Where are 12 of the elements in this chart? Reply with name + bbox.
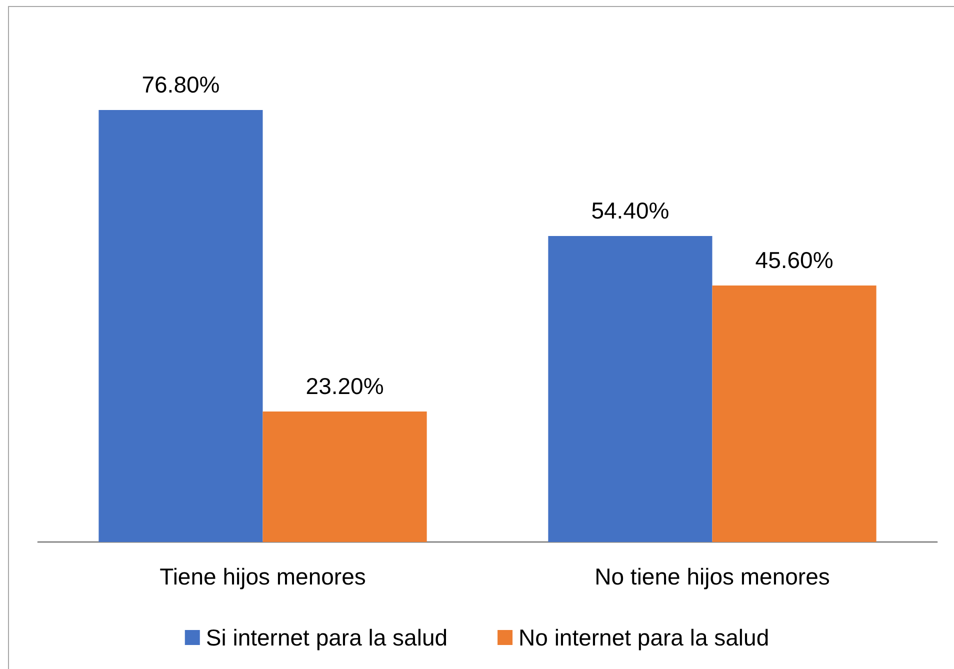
bar bbox=[262, 412, 427, 542]
data-label: 54.40% bbox=[591, 198, 670, 224]
x-tick-label: No tiene hijos menores bbox=[594, 564, 830, 590]
x-tick-label: Tiene hijos menores bbox=[160, 564, 366, 590]
bar bbox=[548, 236, 712, 542]
data-label: 76.80% bbox=[142, 72, 220, 98]
data-label: 45.60% bbox=[755, 247, 834, 273]
bar bbox=[712, 286, 876, 542]
legend-label: No internet para la salud bbox=[518, 624, 770, 650]
data-label: 23.20% bbox=[306, 373, 384, 399]
bar bbox=[98, 110, 263, 542]
legend-label: Si internet para la salud bbox=[206, 624, 448, 650]
